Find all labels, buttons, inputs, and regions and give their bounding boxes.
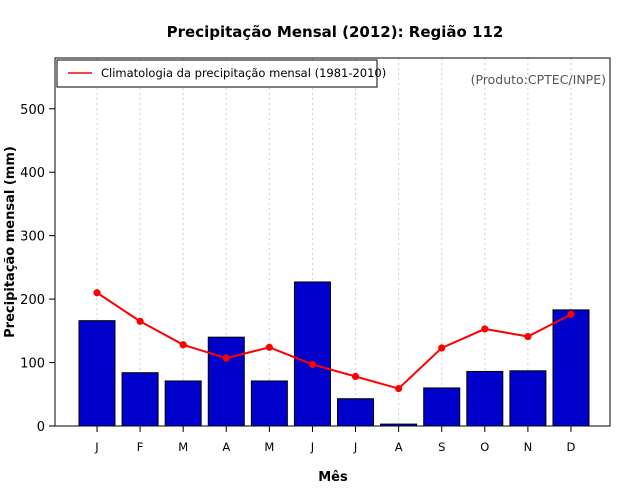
climatology-line xyxy=(96,291,572,390)
climatology-point-10 xyxy=(481,325,489,333)
climatology-point-12 xyxy=(567,310,575,318)
climatology-point-8 xyxy=(395,384,403,393)
bar-4 xyxy=(207,336,245,427)
bar-12 xyxy=(552,309,590,427)
legend-label-climatology: Climatologia da precipitação mensal (198… xyxy=(101,66,386,80)
x-tick-label: F xyxy=(137,440,144,454)
x-tick-label: J xyxy=(94,440,98,454)
bar-1 xyxy=(78,320,116,427)
x-tick-label: J xyxy=(353,440,357,454)
climatology-point-5 xyxy=(265,343,273,351)
x-tick-label: S xyxy=(438,440,445,454)
climatology-point-7 xyxy=(351,372,360,381)
climatology-point-2 xyxy=(136,317,144,325)
x-tick-label: M xyxy=(178,440,188,454)
plot-frame xyxy=(54,57,611,427)
y-axis-label: Precipitação mensal (mm) xyxy=(3,146,18,338)
y-axis: 0 100 200 300 400 500 xyxy=(20,103,55,435)
x-tick-label: A xyxy=(222,440,230,454)
bar-9 xyxy=(423,387,461,427)
climatology-point-4 xyxy=(222,354,230,362)
bar-11 xyxy=(509,370,547,427)
bar-3 xyxy=(164,380,202,427)
y-tick-label: 100 xyxy=(20,357,45,372)
x-tick-label: D xyxy=(567,440,576,454)
legend: Climatologia da precipitação mensal (198… xyxy=(56,59,386,88)
climatology-point-6 xyxy=(308,360,317,369)
bar-10 xyxy=(466,370,504,427)
x-tick-label: J xyxy=(310,440,314,454)
source-annotation: (Produto:CPTEC/INPE) xyxy=(471,72,606,87)
climatology-point-3 xyxy=(179,341,187,349)
bar-5 xyxy=(250,380,288,427)
chart-title: Precipitação Mensal (2012): Região 112 xyxy=(167,23,504,41)
y-tick-label: 300 xyxy=(20,230,45,245)
x-tick-label: M xyxy=(264,440,274,454)
y-tick-label: 200 xyxy=(20,293,45,308)
climatology-point-1 xyxy=(93,289,101,297)
x-axis-label: Mês xyxy=(318,470,348,485)
legend-box xyxy=(56,59,378,88)
x-tick-label: N xyxy=(524,440,533,454)
bar-6 xyxy=(293,281,331,427)
bar-7 xyxy=(337,398,375,427)
x-tick-label: A xyxy=(395,440,403,454)
y-tick-label: 400 xyxy=(20,166,45,181)
y-tick-label: 500 xyxy=(20,103,45,118)
climatology-point-11 xyxy=(524,332,532,341)
x-tick-label: O xyxy=(480,440,489,454)
bar-series xyxy=(78,281,590,427)
climatology-point-9 xyxy=(438,344,446,352)
climatology-series xyxy=(93,289,575,393)
bar-2 xyxy=(121,372,159,427)
y-tick-label: 0 xyxy=(37,420,45,435)
